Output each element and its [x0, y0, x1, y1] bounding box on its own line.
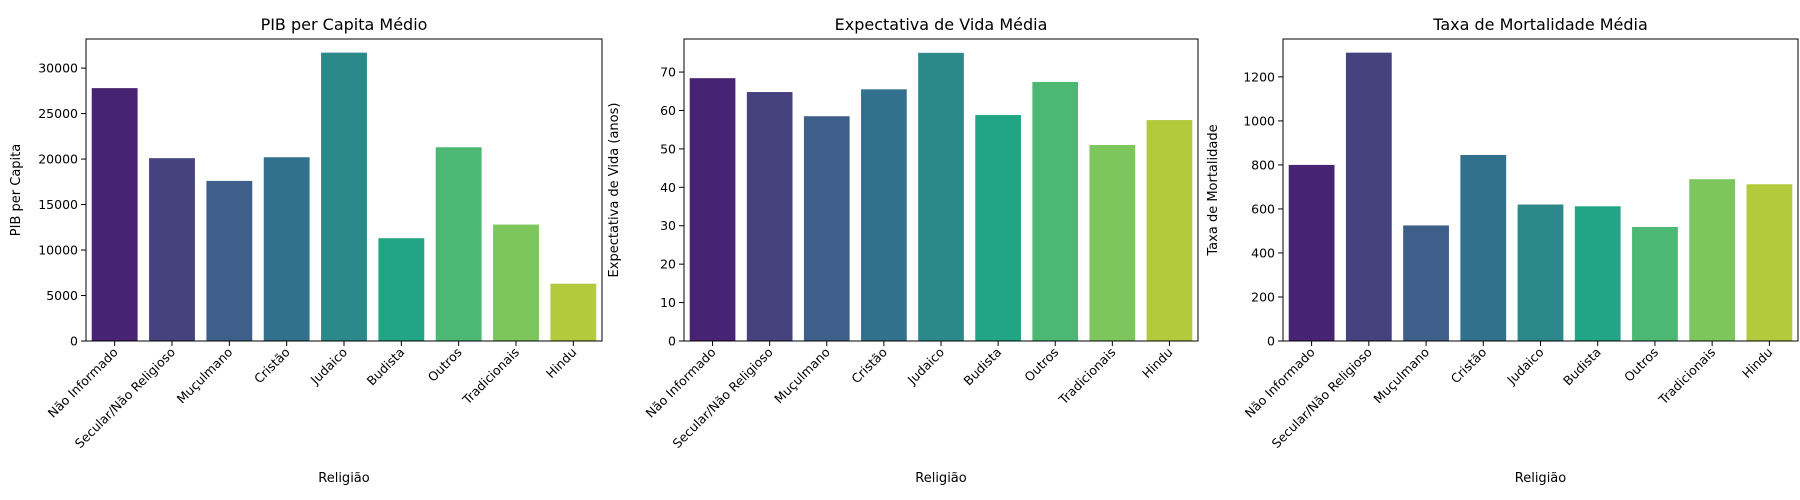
y-tick-label: 10000: [38, 243, 78, 258]
y-axis-label: PIB per Capita: [9, 144, 24, 236]
x-tick-label: Secular/Não Religioso: [1269, 345, 1375, 451]
x-tick-label: Budista: [364, 345, 408, 389]
x-tick-label: Muçulmano: [771, 345, 833, 407]
x-tick-label: Outros: [1621, 345, 1661, 385]
x-tick-label: Hindu: [1739, 345, 1776, 382]
x-tick-label: Budista: [960, 345, 1004, 389]
bar-2: [149, 158, 195, 341]
y-tick-label: 0: [1267, 334, 1275, 349]
x-tick-label: Cristão: [251, 345, 293, 387]
y-tick-label: 40: [660, 180, 676, 195]
y-axis-label: Expectativa de Vida (anos): [607, 103, 622, 278]
chart-title: Taxa de Mortalidade Média: [1432, 15, 1648, 34]
bar-6: [378, 238, 425, 341]
y-tick-label: 5000: [46, 288, 78, 303]
x-tick-label: Cristão: [848, 345, 890, 387]
x-tick-label: Tradicionais: [1055, 345, 1118, 408]
y-tick-label: 600: [1251, 201, 1275, 216]
bar-7: [435, 147, 482, 341]
bar-6: [975, 115, 1021, 342]
y-tick-label: 400: [1251, 245, 1275, 260]
y-tick-label: 30000: [38, 61, 78, 76]
y-tick-label: 20: [660, 257, 676, 272]
x-tick-label: Secular/Não Religioso: [669, 345, 775, 451]
bar-3: [803, 116, 850, 341]
x-tick-label: Hindu: [543, 345, 580, 382]
x-axis-label: Religião: [915, 471, 967, 486]
bar-4: [861, 89, 907, 341]
bar-7: [1632, 226, 1678, 341]
y-tick-label: 50: [660, 141, 676, 156]
y-tick-label: 15000: [38, 197, 78, 212]
bar-8: [1689, 179, 1736, 341]
x-tick-label: Secular/Não Religioso: [72, 345, 178, 451]
x-axis-label: Religião: [318, 471, 370, 486]
y-tick-label: 1200: [1243, 69, 1275, 84]
bar-8: [1089, 145, 1136, 341]
x-tick-label: Cristão: [1448, 345, 1490, 387]
x-tick-label: Judaico: [307, 345, 350, 388]
bar-5: [321, 52, 367, 341]
bar-9: [1146, 120, 1193, 341]
chart-title: Expectativa de Vida Média: [835, 15, 1048, 34]
y-tick-label: 30: [660, 218, 676, 233]
x-tick-label: Judaico: [1503, 345, 1546, 388]
bar-1: [689, 78, 736, 341]
bar-3: [1403, 225, 1449, 341]
bar-1: [1288, 164, 1335, 341]
bar-5: [918, 52, 964, 341]
y-tick-label: 1000: [1243, 113, 1275, 128]
x-axis-label: Religião: [1515, 471, 1567, 486]
y-tick-label: 70: [660, 65, 676, 80]
y-tick-label: 800: [1251, 157, 1275, 172]
x-tick-label: Outros: [425, 345, 465, 385]
x-tick-label: Hindu: [1139, 345, 1176, 382]
y-tick-label: 60: [660, 103, 676, 118]
y-tick-label: 200: [1251, 289, 1275, 304]
bar-2: [746, 92, 793, 341]
y-tick-label: 0: [70, 334, 78, 349]
y-tick-label: 20000: [38, 152, 78, 167]
x-tick-label: Muçulmano: [1370, 345, 1432, 407]
chart-title: PIB per Capita Médio: [261, 15, 428, 34]
x-tick-label: Budista: [1560, 345, 1604, 389]
x-tick-label: Muçulmano: [174, 345, 236, 407]
bar-4: [1460, 155, 1507, 341]
y-axis-label: Taxa de Mortalidade: [1206, 124, 1221, 256]
x-tick-label: Tradicionais: [459, 345, 522, 408]
bar-9: [550, 283, 597, 341]
bar-6: [1574, 206, 1621, 341]
y-tick-label: 0: [668, 334, 676, 349]
x-tick-label: Outros: [1021, 345, 1061, 385]
bar-8: [493, 224, 539, 341]
bar-1: [91, 88, 138, 341]
bar-5: [1517, 204, 1564, 341]
x-tick-label: Tradicionais: [1655, 345, 1718, 408]
bar-7: [1032, 82, 1079, 341]
bar-4: [263, 157, 310, 341]
bar-3: [206, 180, 253, 341]
y-tick-label: 25000: [38, 106, 78, 121]
bar-2: [1345, 52, 1392, 342]
x-tick-label: Judaico: [904, 345, 947, 388]
bar-9: [1746, 184, 1793, 341]
y-tick-label: 10: [660, 295, 676, 310]
